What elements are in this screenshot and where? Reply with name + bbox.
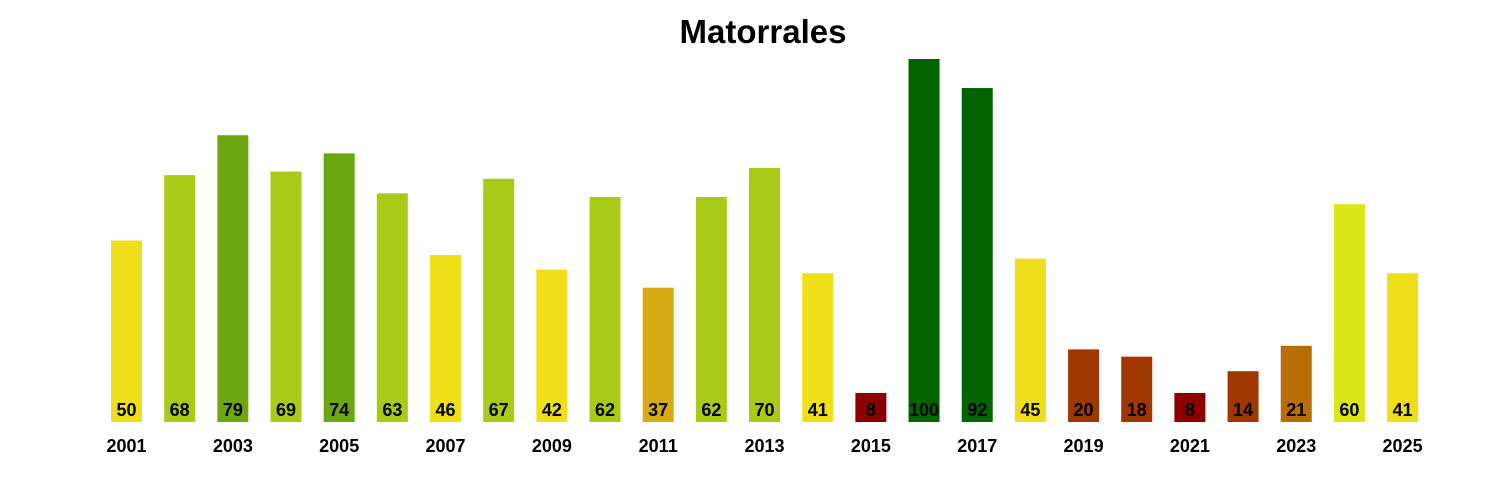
x-tick-2011: 2011	[639, 436, 678, 456]
bar-2002	[164, 175, 196, 422]
value-label-2001: 50	[116, 400, 136, 420]
x-tick-2009: 2009	[532, 436, 572, 456]
bar-2011	[642, 287, 674, 422]
x-tick-2001: 2001	[106, 436, 146, 456]
value-label-2009: 42	[542, 400, 562, 420]
bar-2007	[430, 255, 462, 422]
bar-2020	[1121, 356, 1153, 422]
x-tick-2023: 2023	[1276, 436, 1316, 456]
x-tick-2025: 2025	[1383, 436, 1423, 456]
bar-2003	[217, 135, 249, 423]
bar-2008	[483, 178, 515, 422]
value-label-2005: 74	[329, 400, 349, 420]
value-label-2010: 62	[595, 400, 615, 420]
value-label-2017: 92	[967, 400, 987, 420]
bar-2012	[695, 196, 727, 422]
value-label-2015: 8	[866, 400, 876, 420]
value-label-2006: 63	[382, 400, 402, 420]
value-label-2019: 20	[1074, 400, 1094, 420]
x-tick-2015: 2015	[851, 436, 891, 456]
x-tick-2003: 2003	[213, 436, 253, 456]
value-label-2002: 68	[170, 400, 190, 420]
value-label-2018: 45	[1020, 400, 1040, 420]
bar-2016	[908, 59, 940, 422]
value-label-2021: 8	[1185, 400, 1195, 420]
value-label-2012: 62	[701, 400, 721, 420]
bar-2006	[376, 193, 408, 422]
x-tick-2007: 2007	[425, 436, 465, 456]
value-labels-group: 50 68 79 69 74 63 46 67 42 62 37 62 70 41 8 100 92 45 20 18…	[116, 400, 1412, 420]
bar-2010	[589, 196, 621, 422]
value-label-2022: 14	[1233, 400, 1253, 420]
value-label-2013: 70	[755, 400, 775, 420]
bar-2018	[1014, 258, 1046, 422]
bar-2013	[749, 167, 781, 422]
value-label-2016: 100	[909, 400, 939, 420]
x-tick-2013: 2013	[745, 436, 785, 456]
value-label-2025: 41	[1393, 400, 1413, 420]
x-tick-2017: 2017	[957, 436, 997, 456]
value-label-2004: 69	[276, 400, 296, 420]
value-label-2023: 21	[1286, 400, 1306, 420]
x-tick-2021: 2021	[1170, 436, 1210, 456]
bar-2005	[323, 153, 355, 422]
bar-2015	[855, 392, 887, 422]
bar-2025	[1387, 273, 1419, 422]
value-label-2008: 67	[489, 400, 509, 420]
value-label-2020: 18	[1127, 400, 1147, 420]
bar-2001	[111, 240, 142, 422]
value-label-2014: 41	[808, 400, 828, 420]
bar-2017	[961, 88, 993, 422]
bar-2024	[1333, 204, 1365, 422]
bar-2021	[1174, 392, 1206, 422]
x-tick-2005: 2005	[319, 436, 359, 456]
x-tick-2019: 2019	[1064, 436, 1104, 456]
bars-group	[111, 59, 1419, 423]
bar-2023	[1280, 345, 1312, 422]
value-label-2024: 60	[1339, 400, 1359, 420]
chart-title: Matorrales	[680, 13, 847, 50]
x-axis-ticks-group: 2001 2003 2005 2007 2009 2011 2013 2015 2017 2019…	[106, 436, 1422, 456]
value-label-2011: 37	[648, 400, 668, 420]
value-label-2003: 79	[223, 400, 243, 420]
bar-2014	[802, 273, 834, 422]
bar-2004	[270, 171, 302, 422]
bar-2009	[536, 269, 568, 422]
value-label-2007: 46	[436, 400, 456, 420]
bar-2022	[1227, 371, 1259, 422]
bar-2019	[1068, 349, 1100, 422]
